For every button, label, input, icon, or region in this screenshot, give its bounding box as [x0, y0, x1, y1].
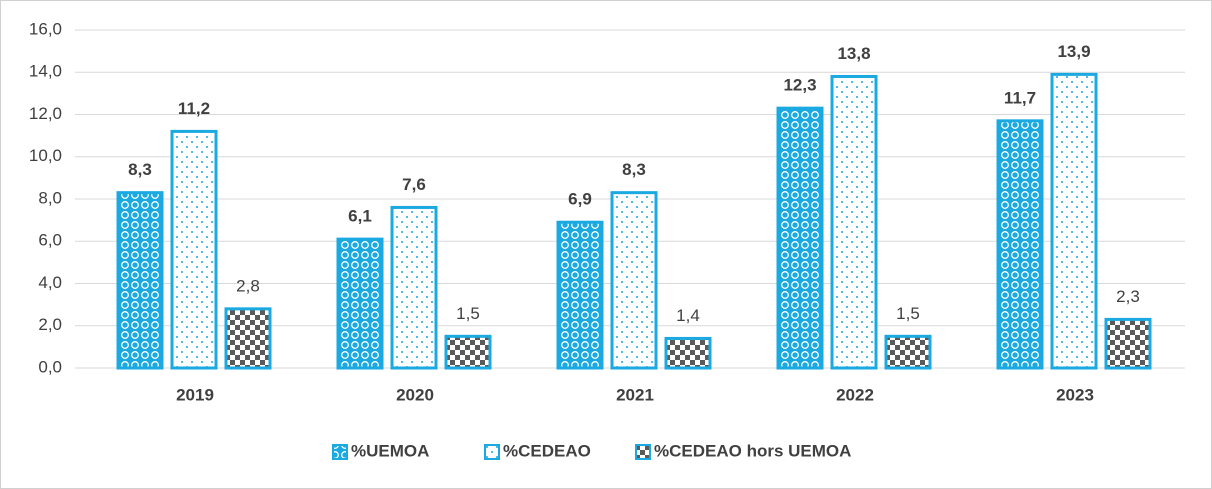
bar: [170, 129, 218, 370]
y-tick-label: 16,0: [29, 19, 62, 38]
bar: [996, 119, 1044, 370]
bar: [556, 220, 604, 370]
bar: [830, 74, 878, 370]
value-label: 1,4: [676, 306, 700, 325]
x-tick-label: 2021: [616, 385, 654, 404]
bar: [1050, 72, 1098, 370]
value-label: 8,3: [622, 160, 646, 179]
x-tick-label: 2019: [176, 385, 214, 404]
value-label: 13,8: [837, 44, 870, 63]
bar: [116, 191, 164, 370]
bar: [884, 334, 932, 370]
y-tick-label: 4,0: [38, 273, 62, 292]
y-tick-label: 6,0: [38, 231, 62, 250]
legend-swatch: [635, 444, 651, 460]
y-tick-label: 10,0: [29, 146, 62, 165]
y-tick-label: 14,0: [29, 62, 62, 81]
bar: [444, 334, 492, 370]
legend-label: %UEMOA: [351, 441, 429, 460]
value-label: 6,9: [568, 190, 592, 209]
value-label: 1,5: [896, 304, 920, 323]
y-tick-label: 8,0: [38, 188, 62, 207]
legend-swatch: [484, 444, 500, 460]
x-tick-label: 2022: [836, 385, 874, 404]
bar: [224, 307, 272, 370]
y-tick-label: 0,0: [38, 357, 62, 376]
y-tick-label: 2,0: [38, 315, 62, 334]
x-tick-label: 2020: [396, 385, 434, 404]
value-label: 2,8: [236, 276, 260, 295]
bar: [390, 205, 438, 370]
bar: [610, 191, 658, 370]
legend-label: %CEDEAO: [503, 441, 591, 460]
legend-label: %CEDEAO hors UEMOA: [654, 441, 851, 460]
value-label: 12,3: [783, 76, 816, 95]
bar: [336, 237, 384, 370]
value-label: 11,2: [178, 99, 210, 118]
y-tick-label: 12,0: [29, 104, 62, 123]
bar: [776, 106, 824, 370]
legend-swatch: [332, 444, 348, 460]
value-label: 2,3: [1116, 287, 1140, 306]
value-label: 6,1: [348, 207, 372, 226]
value-label: 8,3: [128, 160, 152, 179]
bar: [1104, 317, 1152, 370]
x-tick-label: 2023: [1056, 385, 1094, 404]
value-label: 13,9: [1057, 42, 1090, 61]
bar: [664, 336, 712, 370]
value-label: 11,7: [1004, 88, 1036, 107]
value-label: 7,6: [402, 175, 426, 194]
value-label: 1,5: [456, 304, 480, 323]
